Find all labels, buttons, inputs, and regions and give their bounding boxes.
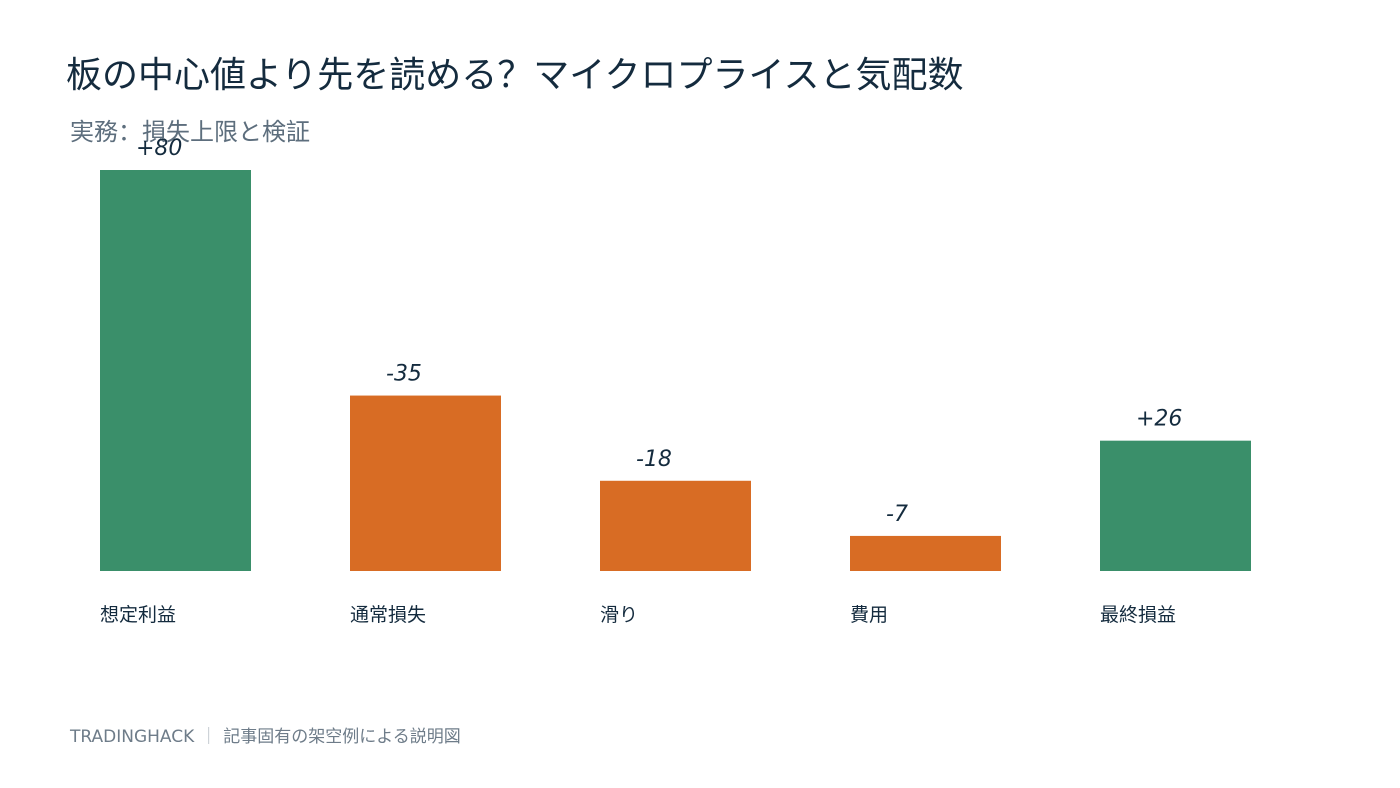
bar-value-label: +26 xyxy=(1136,407,1182,432)
bar-value-label: +80 xyxy=(136,136,182,161)
bar-value-label: -18 xyxy=(636,447,672,472)
bar-value-label: -7 xyxy=(886,502,908,527)
chart-title: 板の中心値より先を読める？マイクロプライスと気配数 xyxy=(66,55,964,96)
bar-5 xyxy=(1100,440,1251,571)
footer-credit: TRADINGHACK ｜記事固有の架空例による説明図 xyxy=(70,722,461,747)
chart-subtitle: 実務：損失上限と検証 xyxy=(70,118,310,146)
bar-4 xyxy=(850,535,1001,571)
bar-1 xyxy=(100,170,251,571)
footer-note: 記事固有の架空例による説明図 xyxy=(223,727,461,747)
category-label: 想定利益 xyxy=(100,604,176,626)
category-label: 滑り xyxy=(600,604,638,626)
category-label: 費用 xyxy=(850,604,888,626)
footer-separator: ｜ xyxy=(200,727,218,747)
footer-brand: TRADINGHACK xyxy=(70,727,195,747)
bar-value-label: -35 xyxy=(386,362,422,387)
bar-3 xyxy=(600,480,751,571)
bar-2 xyxy=(350,395,501,571)
category-label: 最終損益 xyxy=(1100,604,1176,626)
value-labels-layer: +80 -35 -18 -7 +26 xyxy=(136,136,1182,527)
bars-layer xyxy=(100,170,1251,571)
category-label: 通常損失 xyxy=(350,604,426,626)
category-labels-layer: 想定利益 通常損失 滑り 費用 最終損益 xyxy=(100,604,1176,626)
